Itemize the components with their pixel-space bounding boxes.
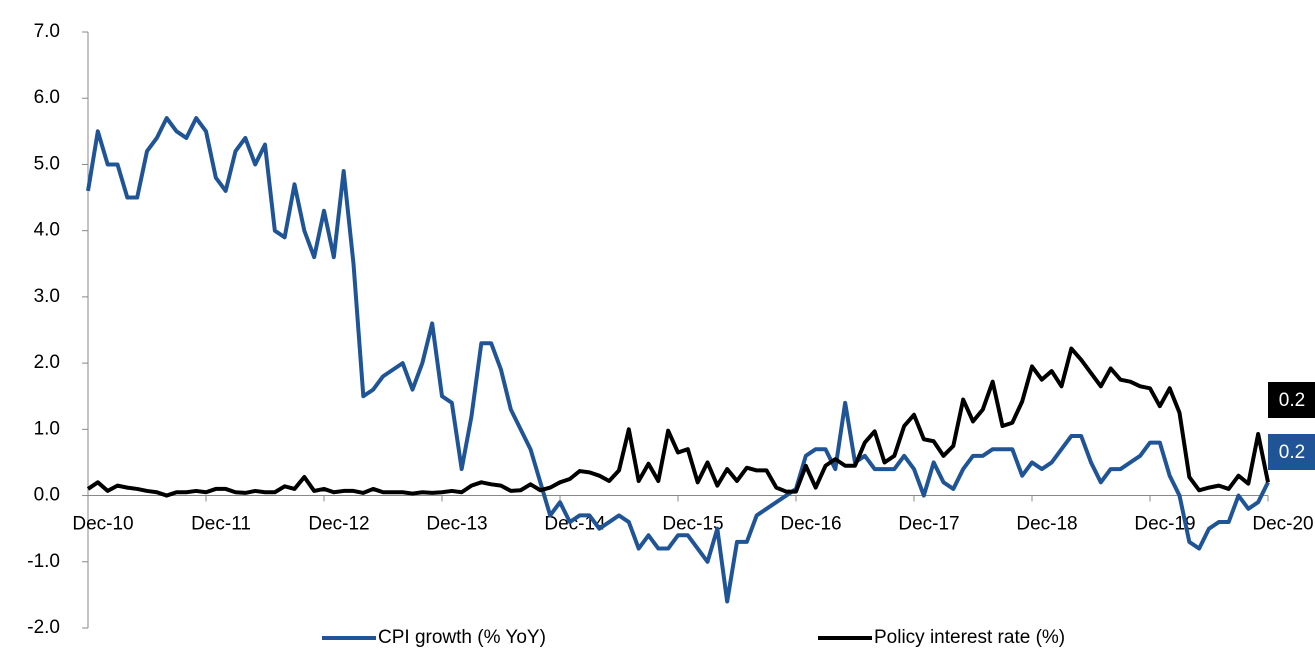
y-tick-label: -1.0 [27, 551, 60, 572]
y-tick-label: 4.0 [34, 220, 60, 241]
y-tick-label: 6.0 [34, 87, 60, 108]
y-tick-label: 7.0 [34, 21, 60, 42]
y-tick-label: 1.0 [34, 418, 60, 439]
series-line [86, 116, 1270, 604]
x-tick-label: Dec-10 [72, 514, 133, 535]
y-tick-label: 5.0 [34, 153, 60, 174]
x-tick-label: Dec-12 [308, 514, 369, 535]
y-tick-label: 3.0 [34, 286, 60, 307]
x-tick-label: Dec-19 [1134, 514, 1195, 535]
y-tick-label: 0.0 [34, 485, 60, 506]
x-tick-label: Dec-13 [426, 514, 487, 535]
end-label: 0.2 [1279, 442, 1305, 463]
end-label-box [1268, 434, 1315, 470]
x-tick-label: Dec-20 [1252, 514, 1313, 535]
x-tick-label: Dec-18 [1016, 514, 1077, 535]
y-tick-label: 2.0 [34, 352, 60, 373]
x-tick-label: Dec-17 [898, 514, 959, 535]
x-tick-label: Dec-16 [780, 514, 841, 535]
y-tick-label: -2.0 [27, 617, 60, 638]
legend-label: Policy interest rate (%) [874, 627, 1065, 648]
end-label-box [1268, 382, 1315, 418]
legend-label: CPI growth (% YoY) [378, 627, 546, 648]
x-tick-label: Dec-15 [662, 514, 723, 535]
x-tick-label: Dec-11 [191, 514, 251, 535]
series-line [86, 346, 1270, 498]
end-label: 0.2 [1279, 390, 1305, 411]
